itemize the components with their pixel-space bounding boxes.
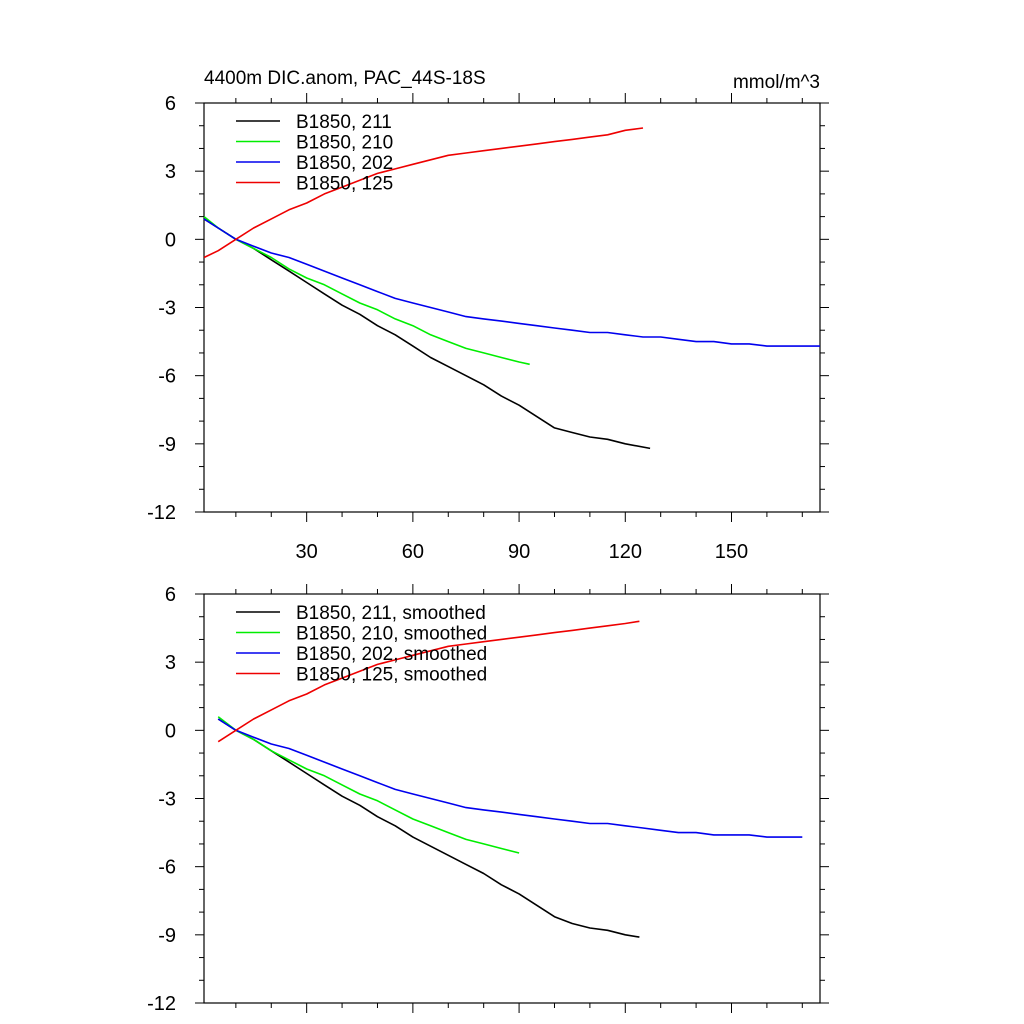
y-tick-label: -3 xyxy=(158,789,176,811)
figure-title: 4400m DIC.anom, PAC_44S-18S xyxy=(204,68,486,89)
y-tick-label: -12 xyxy=(147,993,176,1015)
x-tick-label: 30 xyxy=(296,541,318,563)
x-tick-label: 120 xyxy=(609,541,642,563)
series-line-2 xyxy=(203,218,820,347)
y-tick-label: -9 xyxy=(158,434,176,456)
y-tick-label: -6 xyxy=(158,366,176,388)
y-tick-label: 6 xyxy=(165,584,176,606)
y-tick-label: -9 xyxy=(158,925,176,947)
series-line-0 xyxy=(203,218,651,450)
series-line-2 xyxy=(217,718,803,838)
y-tick-label: -6 xyxy=(158,857,176,879)
legend-label-1: B1850, 210 xyxy=(296,133,393,154)
legend-label-0: B1850, 211, smoothed xyxy=(296,603,486,624)
x-tick-label: 90 xyxy=(508,541,530,563)
y-tick-label: 0 xyxy=(165,229,176,251)
legend-label-1: B1850, 210, smoothed xyxy=(296,624,487,645)
series-line-0 xyxy=(217,718,640,938)
y-tick-label: -12 xyxy=(147,502,176,524)
legend-label-3: B1850, 125 xyxy=(296,174,393,195)
y-tick-label: 3 xyxy=(165,161,176,183)
units-label: mmol/m^3 xyxy=(733,72,820,93)
x-tick-label: 150 xyxy=(715,541,748,563)
legend-label-0: B1850, 211 xyxy=(296,112,392,133)
series-line-3 xyxy=(217,620,640,743)
y-tick-label: 6 xyxy=(165,93,176,115)
legend-label-2: B1850, 202 xyxy=(296,153,393,174)
y-tick-label: -3 xyxy=(158,298,176,320)
series-line-3 xyxy=(203,127,644,259)
legend-label-3: B1850, 125, smoothed xyxy=(296,665,487,686)
y-tick-label: 0 xyxy=(165,720,176,742)
series-line-1 xyxy=(203,215,530,366)
series-line-1 xyxy=(217,716,520,854)
x-tick-label: 60 xyxy=(402,541,424,563)
y-tick-label: 3 xyxy=(165,652,176,674)
legend-label-2: B1850, 202, smoothed xyxy=(296,644,487,665)
